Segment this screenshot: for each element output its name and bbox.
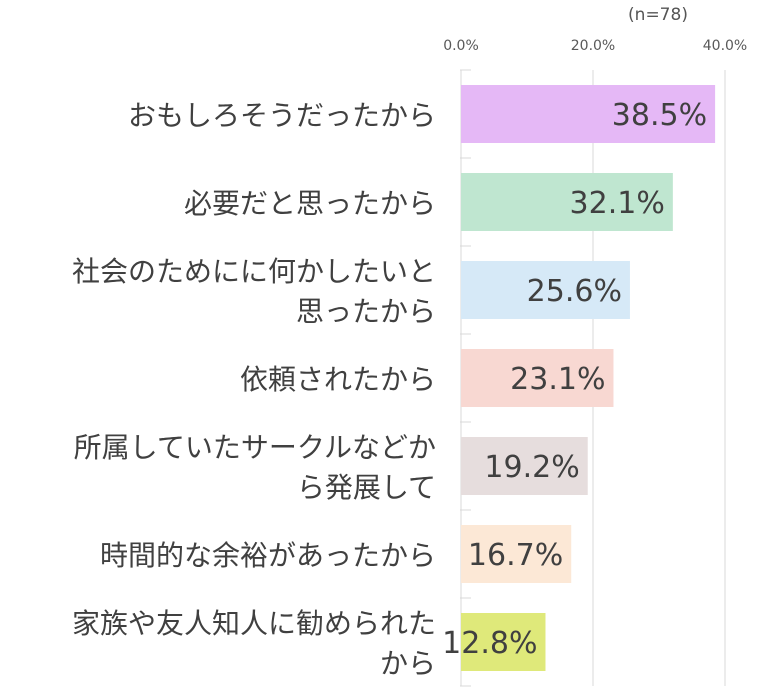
bar-value-label: 19.2% <box>484 450 579 485</box>
bar <box>461 613 546 671</box>
category-label: ら発展して <box>297 471 436 504</box>
bar-value-label: 25.6% <box>527 274 622 309</box>
bar-value-label: 12.8% <box>442 626 537 661</box>
bar <box>461 85 716 143</box>
bar <box>461 173 673 231</box>
x-tick-label: 0.0% <box>443 38 479 54</box>
category-label: 所属していたサークルなどか <box>74 431 436 464</box>
x-tick-label: 40.0% <box>703 38 747 54</box>
sample-size-note: (n=78) <box>628 5 688 25</box>
bar-value-label: 32.1% <box>570 186 665 221</box>
x-axis-ticks: 0.0% 20.0% 40.0% <box>443 38 747 54</box>
bar <box>461 349 614 407</box>
bar-value-label: 16.7% <box>468 538 563 573</box>
bar <box>461 437 588 495</box>
bar-value-label: 38.5% <box>612 98 707 133</box>
category-label: 時間的な余裕があったから <box>100 539 436 572</box>
x-tick-label: 20.0% <box>571 38 615 54</box>
category-label: 必要だと思ったから <box>184 187 436 220</box>
labels: 38.5% おもしろそうだったから 32.1% 必要だと思ったから 25.6% 社会のため… <box>72 98 707 680</box>
bars <box>461 85 716 671</box>
category-label: 社会のためにに何かしたいと <box>72 255 436 288</box>
category-label: 依頼されたから <box>240 363 436 396</box>
category-label: 思ったから <box>296 295 436 328</box>
category-label: 家族や友人知人に勧められた <box>72 607 436 640</box>
category-label: から <box>380 647 436 680</box>
bar-value-label: 23.1% <box>510 362 605 397</box>
bar <box>461 525 572 583</box>
bar <box>461 261 630 319</box>
category-label: おもしろそうだったから <box>128 99 436 132</box>
